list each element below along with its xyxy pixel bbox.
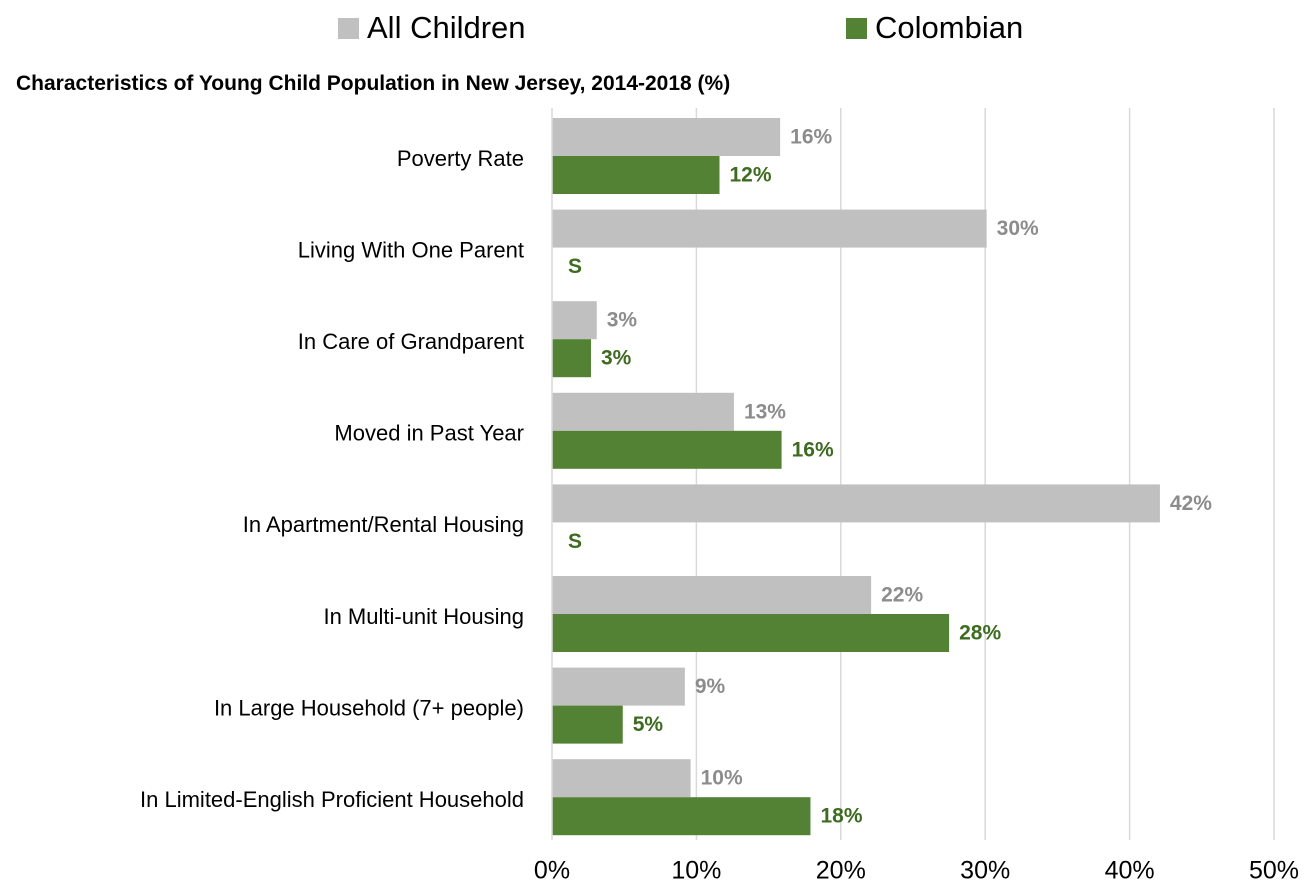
bar-colombian xyxy=(552,156,720,194)
bar-colombian xyxy=(552,430,782,469)
data-label-all-children: 16% xyxy=(790,126,832,149)
data-label-colombian: 3% xyxy=(601,347,632,370)
bar-colombian xyxy=(552,614,950,652)
category-label: In Care of Grandparent xyxy=(298,329,524,354)
data-label-colombian: 12% xyxy=(730,164,772,187)
data-label-colombian: 16% xyxy=(792,438,834,461)
data-label-all-children: 30% xyxy=(997,217,1039,240)
bar-colombian xyxy=(552,705,623,744)
bar-all-children xyxy=(552,392,734,431)
bar-all-children xyxy=(552,667,685,706)
x-tick-label: 40% xyxy=(1105,857,1155,885)
category-label: Poverty Rate xyxy=(397,146,524,171)
bar-all-children xyxy=(552,576,872,614)
data-label-all-children: 3% xyxy=(607,309,638,332)
category-label: In Apartment/Rental Housing xyxy=(243,512,524,537)
legend-swatch-all-children xyxy=(338,17,359,39)
data-label-all-children: 42% xyxy=(1170,492,1212,515)
data-label-colombian: 5% xyxy=(633,713,664,736)
bar-colombian xyxy=(552,339,591,378)
bar-all-children xyxy=(552,759,691,798)
x-tick-label: 0% xyxy=(534,857,570,885)
legend-label-colombian: Colombian xyxy=(875,10,1024,45)
data-label-all-children: 9% xyxy=(695,675,726,698)
x-tick-label: 30% xyxy=(960,857,1010,885)
legend-label-all-children: All Children xyxy=(367,10,526,45)
data-label-all-children: 22% xyxy=(881,584,923,607)
x-tick-label: 50% xyxy=(1249,857,1299,885)
chart-title: Characteristics of Young Child Populatio… xyxy=(16,72,731,95)
category-label: Moved in Past Year xyxy=(334,421,524,446)
legend-item-colombian: Colombian xyxy=(846,8,1023,48)
chart-legend: All Children Colombian xyxy=(0,0,1304,60)
category-label: In Limited-English Proficient Household xyxy=(140,787,524,812)
x-tick-label: 20% xyxy=(816,857,866,885)
bar-all-children xyxy=(552,301,597,340)
legend-item-all-children: All Children xyxy=(338,8,526,48)
data-label-colombian: 18% xyxy=(820,805,862,828)
category-label: In Large Household (7+ people) xyxy=(214,695,524,720)
bar-all-children xyxy=(552,484,1160,523)
category-label: In Multi-unit Housing xyxy=(323,604,524,629)
legend-swatch-colombian xyxy=(846,17,867,39)
bar-all-children xyxy=(552,209,987,248)
category-label: Living With One Parent xyxy=(298,237,524,262)
x-tick-label: 10% xyxy=(671,857,721,885)
bar-colombian xyxy=(552,797,811,836)
data-label-colombian: 28% xyxy=(959,622,1001,645)
data-label-all-children: 10% xyxy=(701,767,743,790)
data-label-colombian: S xyxy=(568,255,582,278)
data-label-colombian: S xyxy=(568,530,582,553)
bar-all-children xyxy=(552,118,781,156)
data-label-all-children: 13% xyxy=(744,400,786,423)
